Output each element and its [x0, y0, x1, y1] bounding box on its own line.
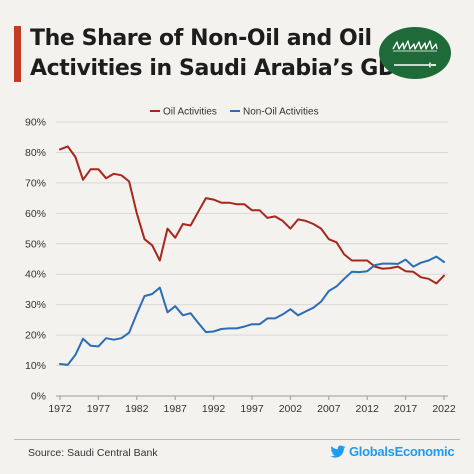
x-tick-label: 1982: [125, 403, 149, 415]
legend-label: Non-Oil Activities: [243, 107, 319, 118]
y-tick-label: 10%: [25, 360, 46, 372]
y-tick-label: 20%: [25, 330, 46, 342]
y-tick-label: 0%: [31, 391, 46, 403]
x-tick-label: 1977: [87, 403, 111, 415]
series-line-non-oil: [59, 255, 445, 366]
x-tick-label: 1987: [164, 403, 188, 415]
y-tick-label: 30%: [25, 299, 46, 311]
y-tick-label: 70%: [25, 177, 46, 189]
y-tick-label: 40%: [25, 269, 46, 281]
footer-divider: [14, 439, 460, 440]
x-tick-label: 2007: [317, 403, 341, 415]
twitter-bird-icon: [330, 445, 346, 458]
title-line-2: Activities in Saudi Arabia’s GDP: [30, 56, 412, 81]
y-axis-ticks: 0% 10% 20% 30% 40% 50% 60% 70% 80% 90%: [25, 117, 46, 403]
legend: Oil Activities Non-Oil Activities: [150, 107, 319, 118]
line-chart: 0%10%20%30%40%50%60%70%80%90% 1972 1977 19…: [25, 107, 456, 416]
source-note: Source: Saudi Central Bank: [28, 447, 158, 459]
brand-link[interactable]: GlobalsEconomic: [330, 444, 455, 459]
series-line-oil: [59, 145, 445, 285]
x-tick-label: 2022: [432, 403, 456, 415]
flag-script-mark: [392, 40, 438, 52]
grid-lines: [56, 121, 448, 397]
page-title: The Share of Non-Oil and Oil Activities …: [30, 24, 412, 84]
x-axis-ticks: 1972 1977 1982 1987 1992 1997 2002 2007 2012 2017…: [48, 396, 456, 415]
series-lines: [59, 145, 445, 366]
y-tick-label: 80%: [25, 147, 46, 159]
x-tick-label: 2012: [356, 403, 380, 415]
x-tick-label: 2002: [279, 403, 303, 415]
y-tick-label: 50%: [25, 238, 46, 250]
x-tick-label: 1997: [240, 403, 264, 415]
y-tick-label: 60%: [25, 208, 46, 220]
x-tick-label: 1992: [202, 403, 226, 415]
brand-label: GlobalsEconomic: [349, 444, 455, 459]
y-tick-label: 90%: [25, 117, 46, 129]
legend-label: Oil Activities: [163, 107, 217, 118]
x-tick-label: 2017: [394, 403, 418, 415]
title-line-1: The Share of Non-Oil and Oil: [30, 26, 372, 51]
flag-sword-icon: [394, 62, 436, 68]
title-accent-bar: [14, 26, 21, 82]
saudi-flag-icon: [379, 27, 451, 79]
x-tick-label: 1972: [48, 403, 72, 415]
